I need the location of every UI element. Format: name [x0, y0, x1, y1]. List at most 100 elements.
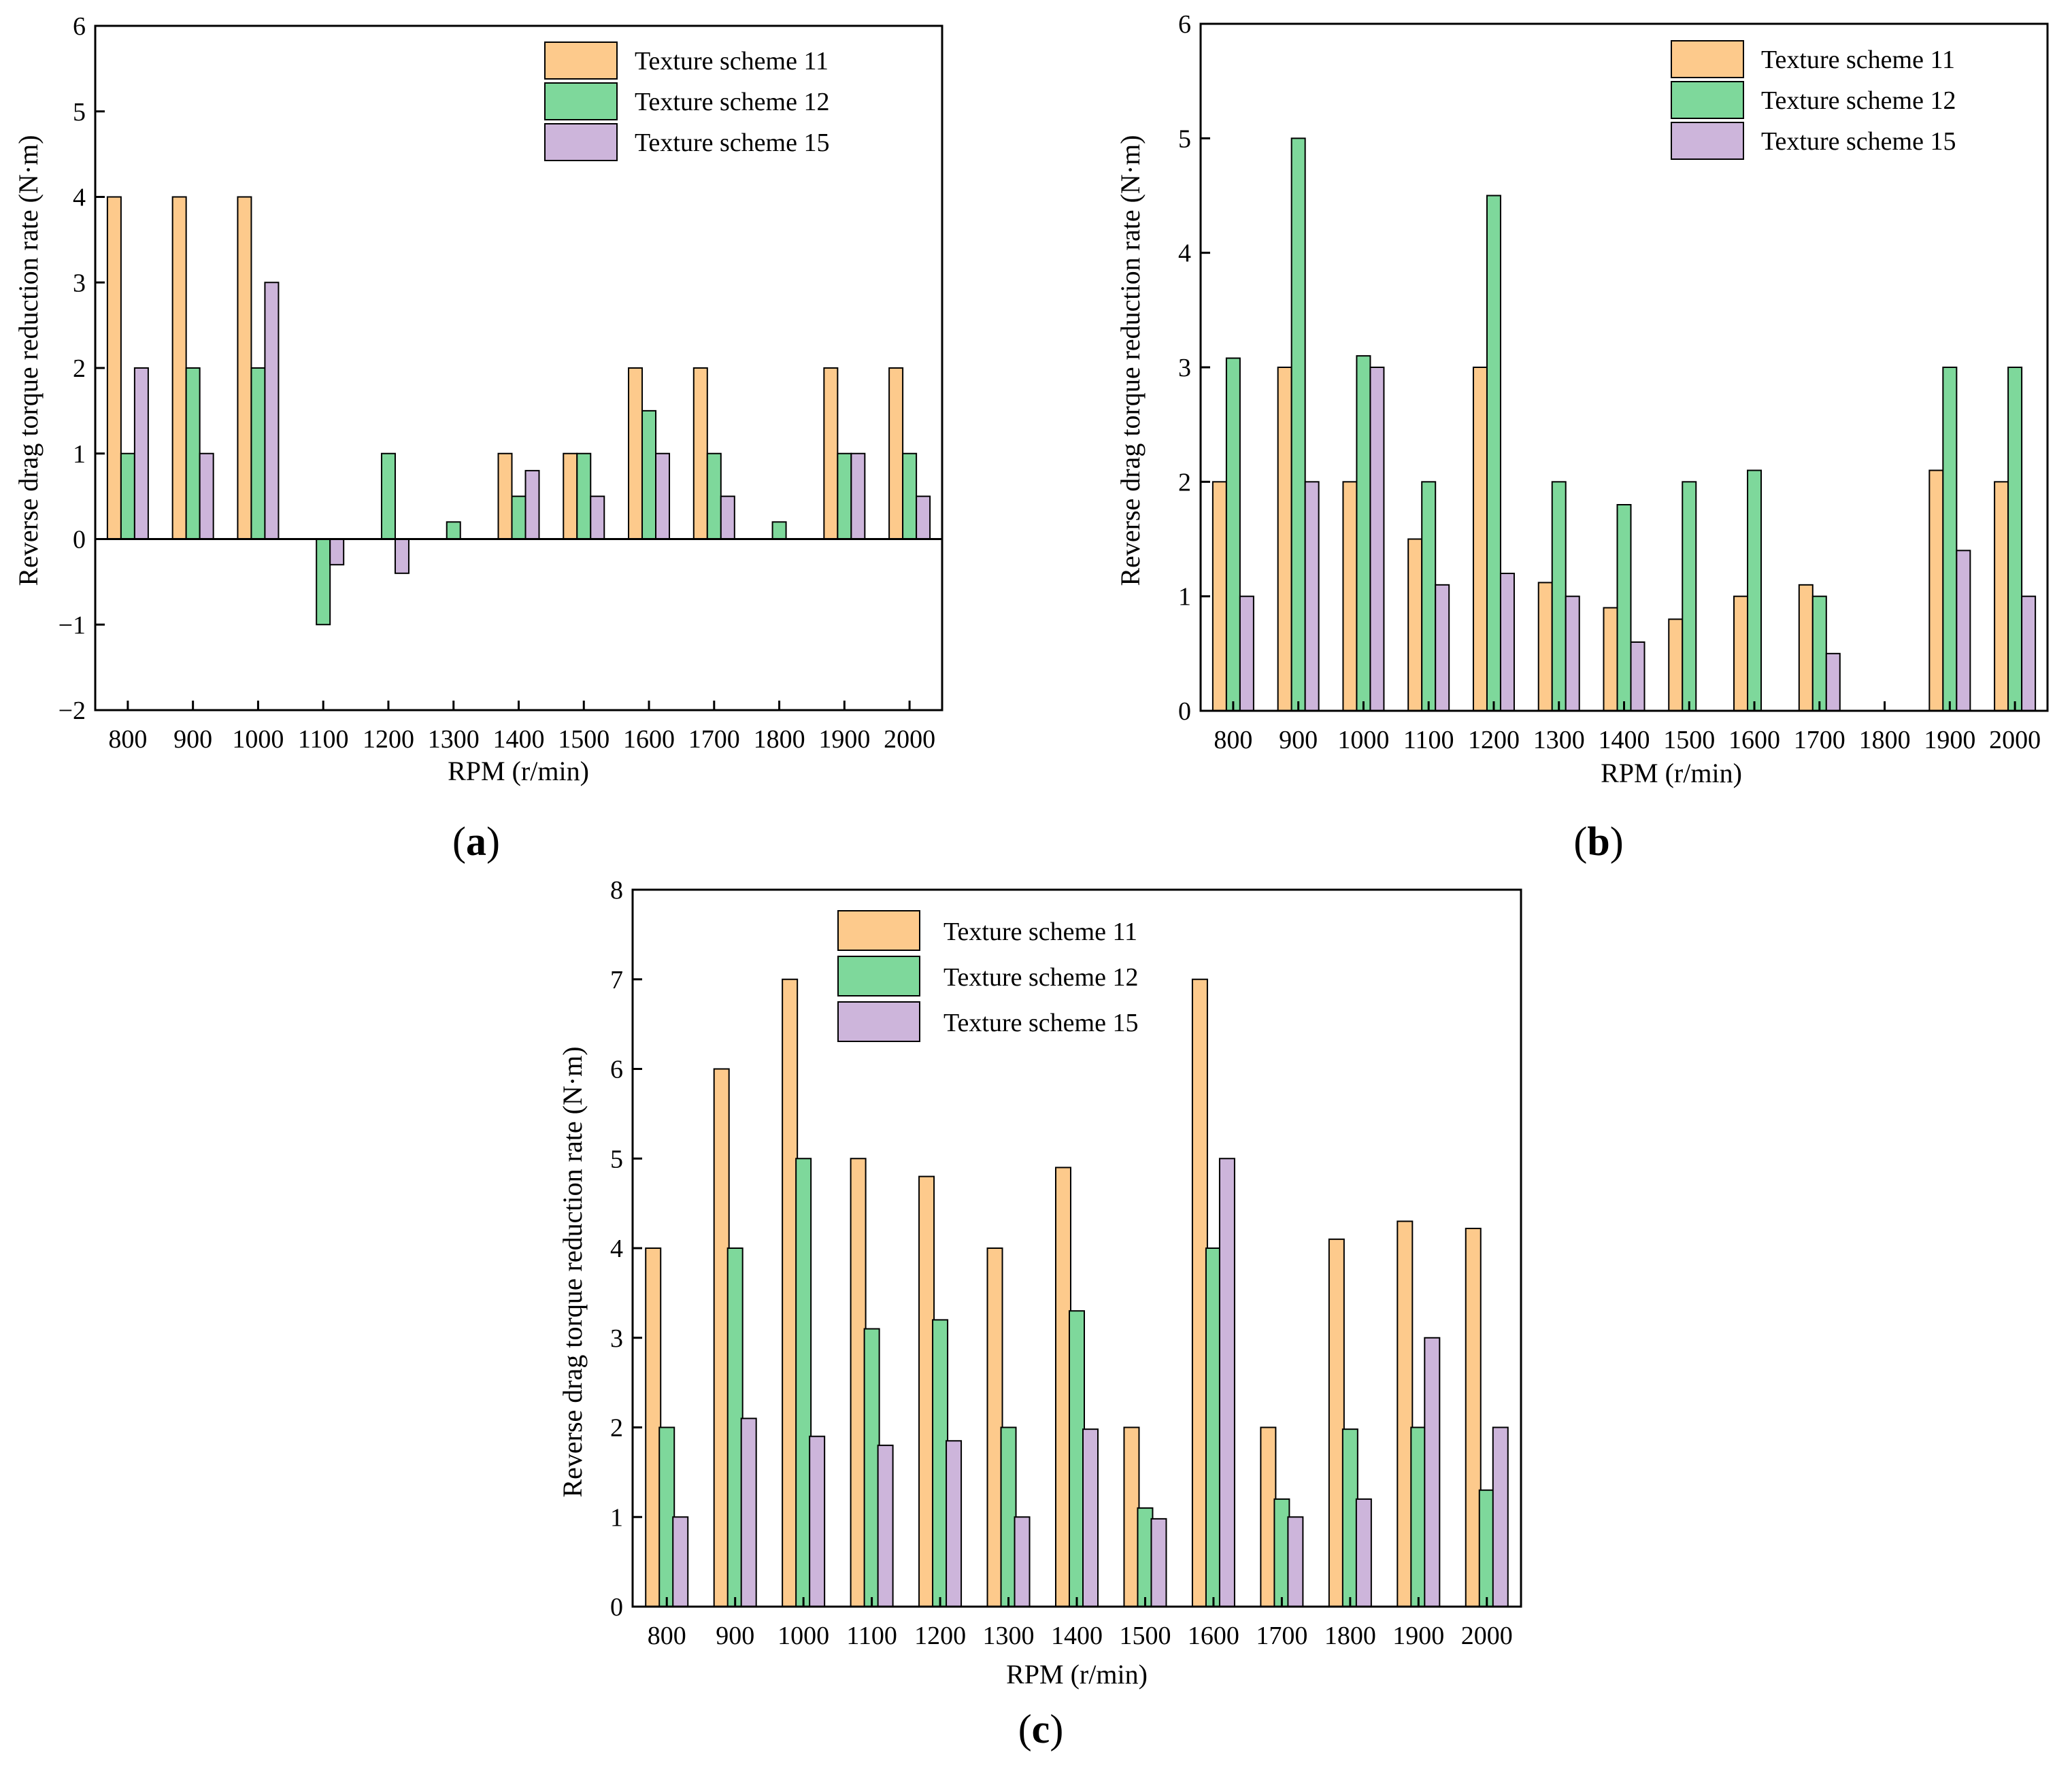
- bar-scheme-15-1000: [264, 282, 280, 540]
- bar-scheme-11-900: [713, 1068, 730, 1607]
- bar-scheme-15-1300: [1565, 595, 1580, 712]
- y-tick-label: 0: [1178, 697, 1191, 726]
- bar-scheme-15-1000: [809, 1435, 826, 1607]
- bar-scheme-12-1300: [1551, 481, 1567, 711]
- y-tick-label: −2: [59, 697, 86, 725]
- bar-scheme-15-1900: [850, 452, 866, 540]
- x-tick-label: 1700: [688, 725, 740, 754]
- y-tick-label: −1: [59, 611, 86, 639]
- legend-swatch-scheme-12: [837, 956, 920, 996]
- x-tick-label: 1300: [1533, 726, 1585, 754]
- bar-scheme-11-1900: [1928, 469, 1944, 711]
- x-ticks: 800 900 1000 1100 1200 1300 1400 1500 1600 1700 18…: [108, 701, 935, 754]
- legend-label-scheme-11: Texture scheme 11: [1761, 46, 1955, 74]
- bar-scheme-12-1600: [641, 409, 657, 540]
- bar-scheme-15-1900: [1956, 550, 1971, 711]
- x-tick-label: 1700: [1794, 726, 1845, 754]
- bar-scheme-12-1700: [1811, 595, 1827, 712]
- bar-scheme-12-1300: [446, 521, 461, 540]
- bar-scheme-15-1900: [1424, 1337, 1441, 1607]
- bar-scheme-12-1900: [837, 452, 852, 540]
- bar-scheme-11-1400: [1603, 607, 1618, 711]
- bar-scheme-11-1200: [918, 1175, 935, 1608]
- x-tick-label: 1400: [1051, 1622, 1103, 1650]
- bar-scheme-11-1600: [1191, 978, 1208, 1607]
- bar-scheme-12-800: [1225, 357, 1241, 711]
- y-ticks: −2 −1 0 1 2 3 4 5 6: [59, 12, 105, 725]
- x-axis-title: RPM (r/min): [1006, 1659, 1148, 1690]
- legend-swatch-scheme-12: [1671, 81, 1744, 119]
- y-tick-label: 3: [73, 269, 86, 297]
- bars-group: [106, 196, 931, 626]
- bar-scheme-11-1300: [1537, 582, 1553, 712]
- bar-scheme-11-1800: [1328, 1238, 1345, 1607]
- bar-scheme-12-1200: [380, 452, 396, 540]
- bar-scheme-11-2000: [1465, 1228, 1482, 1607]
- bar-scheme-12-800: [658, 1426, 675, 1607]
- bar-scheme-12-2000: [902, 452, 918, 540]
- bar-scheme-11-1100: [1407, 538, 1423, 711]
- legend-swatch-scheme-11: [837, 910, 920, 951]
- y-tick-label: 2: [73, 354, 86, 383]
- bar-scheme-15-1600: [655, 452, 671, 540]
- x-tick-label: 1900: [818, 725, 870, 754]
- bar-scheme-15-1100: [329, 538, 345, 566]
- y-tick-label: 3: [610, 1324, 623, 1353]
- x-ticks: 800 900 1000 1100 1200 1300 1400 1500 1600 1700 18…: [648, 1597, 1513, 1650]
- legend-label-scheme-11: Texture scheme 11: [943, 918, 1137, 946]
- bar-scheme-15-1200: [394, 538, 410, 574]
- bar-scheme-11-1500: [563, 452, 578, 540]
- x-tick-label: 1300: [983, 1622, 1035, 1650]
- y-axis-title: Reverse drag torque reduction rate (N·m): [13, 135, 44, 586]
- bar-scheme-15-2000: [1492, 1426, 1509, 1607]
- bar-scheme-11-2000: [888, 367, 904, 540]
- bar-scheme-12-900: [1290, 137, 1306, 712]
- bar-scheme-12-1100: [863, 1328, 880, 1607]
- bar-scheme-12-2000: [2007, 367, 2023, 711]
- bar-scheme-11-1700: [692, 367, 708, 540]
- bar-scheme-12-1900: [1410, 1426, 1427, 1607]
- bar-scheme-12-900: [185, 367, 201, 540]
- bar-scheme-15-900: [1304, 481, 1320, 711]
- legend-swatch-scheme-11: [544, 41, 618, 80]
- x-tick-label: 1000: [778, 1622, 829, 1650]
- bar-scheme-15-1700: [1825, 652, 1841, 711]
- panel-label-b: (b): [1573, 819, 1623, 864]
- bar-scheme-15-1400: [1630, 641, 1645, 711]
- bar-scheme-15-1600: [1218, 1158, 1235, 1607]
- x-tick-label: 1600: [623, 725, 675, 754]
- y-tick-label: 0: [610, 1593, 623, 1622]
- x-tick-label: 800: [648, 1622, 686, 1650]
- bar-scheme-11-800: [106, 196, 122, 540]
- y-tick-label: 4: [610, 1235, 623, 1263]
- bars-group: [1212, 137, 2037, 712]
- bar-scheme-12-1600: [1747, 469, 1762, 711]
- x-tick-label: 1500: [1119, 1622, 1171, 1650]
- legend-swatch-scheme-12: [544, 82, 618, 120]
- bar-scheme-11-800: [645, 1247, 662, 1607]
- y-tick-label: 5: [1178, 124, 1191, 153]
- x-tick-label: 1100: [298, 725, 349, 754]
- bar-scheme-15-1500: [590, 495, 605, 540]
- bar-scheme-11-900: [171, 196, 187, 540]
- bar-scheme-12-1400: [1069, 1310, 1085, 1607]
- chart-a-svg: Reverse drag torque reduction rate (N·m)…: [13, 12, 943, 864]
- x-tick-label: 1700: [1256, 1622, 1307, 1650]
- x-tick-label: 1500: [1663, 726, 1715, 754]
- y-tick-label: 4: [1178, 239, 1191, 268]
- y-tick-label: 1: [610, 1503, 623, 1532]
- bar-scheme-15-1200: [1499, 573, 1515, 711]
- legend-label-scheme-12: Texture scheme 12: [1761, 86, 1956, 115]
- y-tick-label: 8: [610, 877, 623, 905]
- bar-scheme-11-1000: [1342, 481, 1358, 711]
- bar-scheme-15-900: [199, 452, 214, 540]
- chart-b-svg: Reverse drag torque reduction rate (N·m)…: [1115, 10, 2049, 864]
- x-tick-label: 2000: [1989, 726, 2041, 754]
- bar-scheme-11-1100: [850, 1158, 867, 1607]
- bar-scheme-12-1700: [706, 452, 722, 540]
- bar-scheme-11-1900: [1397, 1220, 1414, 1608]
- x-tick-label: 1400: [493, 725, 545, 754]
- bar-scheme-15-1400: [524, 469, 540, 540]
- bar-scheme-12-1300: [1000, 1426, 1017, 1607]
- bar-scheme-11-1900: [823, 367, 839, 540]
